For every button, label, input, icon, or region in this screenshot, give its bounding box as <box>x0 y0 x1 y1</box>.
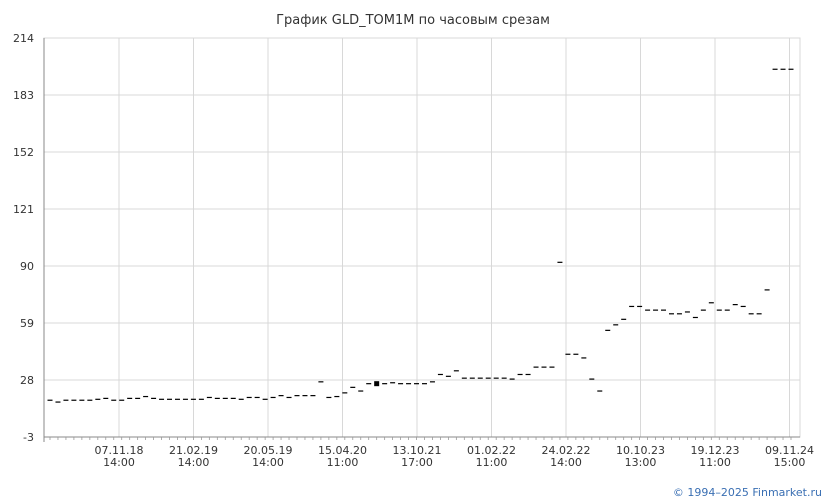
data-point-highlight[interactable] <box>374 381 380 387</box>
copyright-link[interactable]: © 1994–2025 Finmarket.ru <box>673 486 822 499</box>
y-tick-label: 28 <box>20 374 34 387</box>
x-tick-time: 14:00 <box>252 456 284 469</box>
y-tick-label: 59 <box>20 317 34 330</box>
y-tick-label: 183 <box>13 89 34 102</box>
x-tick-date: 24.02.22 <box>542 444 591 457</box>
x-tick-date: 13.10.21 <box>393 444 442 457</box>
x-tick-date: 21.02.19 <box>169 444 218 457</box>
x-tick-date: 15.04.20 <box>318 444 367 457</box>
x-tick-time: 13:00 <box>625 456 657 469</box>
x-tick-time: 11:00 <box>476 456 508 469</box>
y-tick-label: 121 <box>13 203 34 216</box>
grid <box>43 37 801 438</box>
x-tick-time: 11:00 <box>327 456 359 469</box>
x-tick-date: 19.12.23 <box>691 444 740 457</box>
x-tick-time: 17:00 <box>401 456 433 469</box>
plot-frame <box>43 37 801 438</box>
chart-title: График GLD_TOM1M по часовым срезам <box>276 13 550 28</box>
x-tick-time: 14:00 <box>178 456 210 469</box>
y-tick-label: 152 <box>13 146 34 159</box>
x-tick-time: 15:00 <box>774 456 806 469</box>
y-tick-label: -3 <box>23 431 34 444</box>
x-tick-time: 11:00 <box>699 456 731 469</box>
x-tick-time: 14:00 <box>103 456 135 469</box>
x-tick-date: 20.05.19 <box>244 444 293 457</box>
x-tick-date: 09.11.24 <box>765 444 814 457</box>
x-tick-date: 07.11.18 <box>95 444 144 457</box>
x-tick-time: 14:00 <box>550 456 582 469</box>
y-tick-label: 214 <box>13 32 34 45</box>
y-axis: 214 183 152 121 90 59 28 -3 <box>13 32 45 444</box>
x-axis: 07.11.1814:0021.02.1914:0020.05.1914:001… <box>44 436 814 469</box>
data-points <box>47 68 794 403</box>
x-tick-date: 10.10.23 <box>616 444 665 457</box>
y-tick-label: 90 <box>20 260 34 273</box>
x-tick-date: 01.02.22 <box>467 444 516 457</box>
